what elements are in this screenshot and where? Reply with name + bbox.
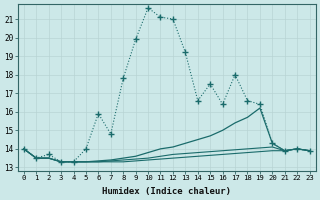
X-axis label: Humidex (Indice chaleur): Humidex (Indice chaleur) [102,187,231,196]
